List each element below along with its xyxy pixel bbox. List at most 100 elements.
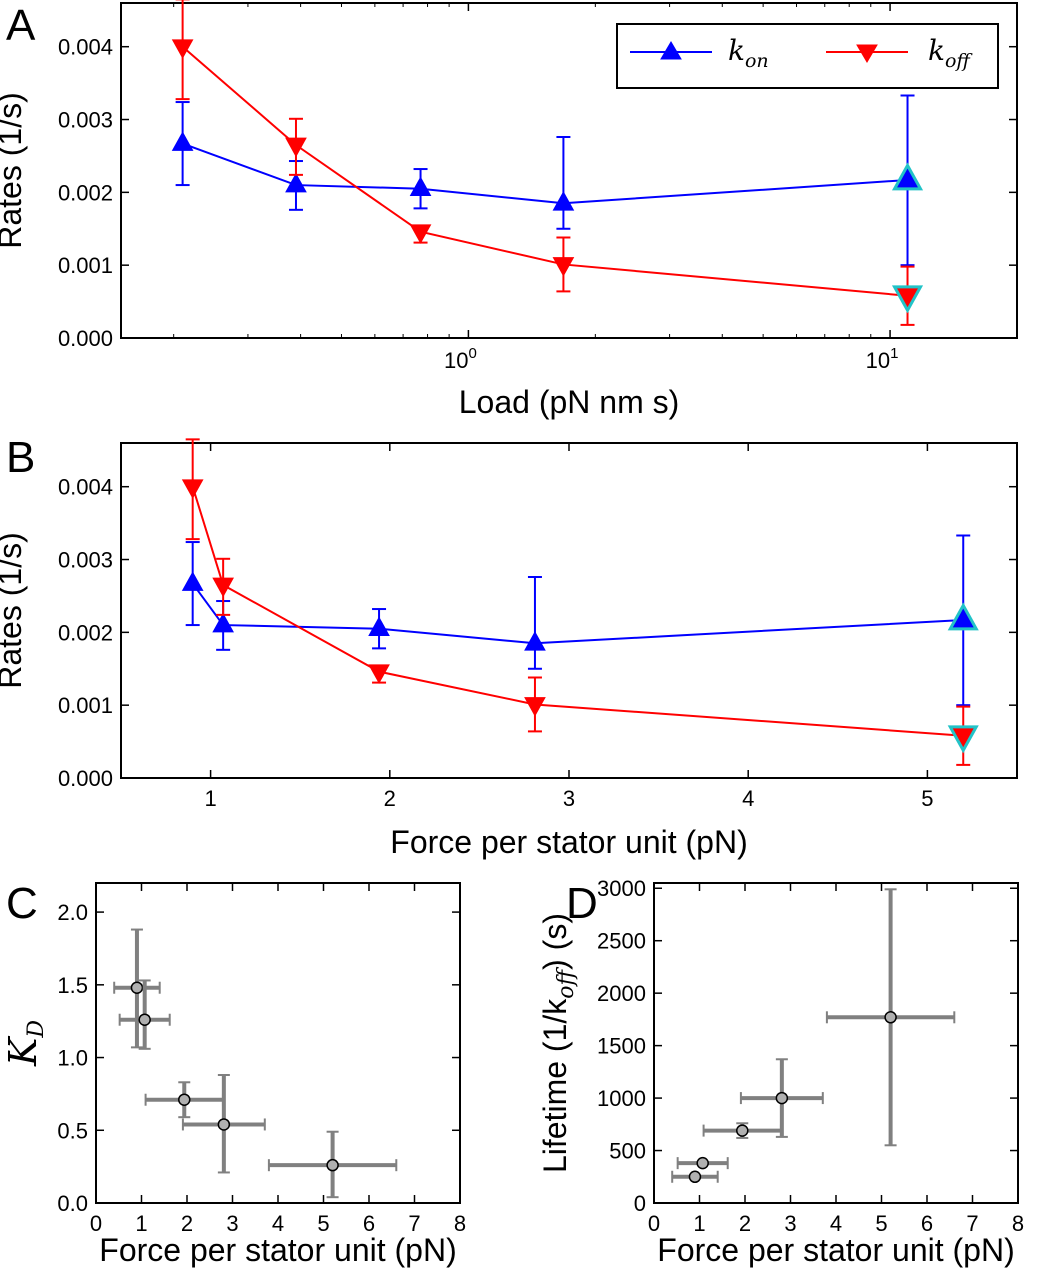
y-tick-label: 2000 — [597, 981, 646, 1006]
y-tick-label: 0.001 — [58, 253, 113, 278]
y-tick-label: 0.001 — [58, 693, 113, 718]
kon-point — [552, 191, 575, 211]
x-tick-label: 5 — [317, 1211, 329, 1236]
plot-frame — [95, 882, 461, 1204]
koff-point — [181, 479, 204, 499]
x-tick-label: 2 — [181, 1211, 193, 1236]
x-tick-label: 6 — [921, 1211, 933, 1236]
kon-point — [368, 616, 390, 637]
data-point — [696, 1156, 709, 1170]
x-tick-label: 0 — [648, 1211, 660, 1236]
kon-point — [524, 631, 546, 651]
y-tick-label: 1000 — [597, 1086, 646, 1111]
y-tick-label: 0.004 — [58, 475, 113, 500]
data-point — [217, 1118, 231, 1131]
x-tick-label: 1 — [204, 786, 216, 811]
x-tick-label: 3 — [226, 1211, 238, 1236]
kon-point — [181, 571, 204, 591]
y-tick-label: 3000 — [597, 876, 646, 901]
x-axis-label: Force per stator unit (pN) — [99, 1232, 456, 1268]
y-tick-label: 0.003 — [58, 548, 113, 573]
x-tick-label: 2 — [384, 786, 396, 811]
x-tick-label: 1 — [135, 1211, 147, 1236]
panel-label-b: B — [6, 433, 35, 482]
x-axis-label: Force per stator unit (pN) — [657, 1232, 1014, 1268]
y-tick-label: 0.004 — [58, 35, 113, 60]
x-tick-label: 7 — [966, 1211, 978, 1236]
x-tick-label: 5 — [875, 1211, 887, 1236]
koff-point — [552, 257, 575, 277]
x-tick-label: 8 — [1012, 1211, 1024, 1236]
kon-point — [947, 602, 979, 631]
x-tick-label: 3 — [563, 786, 575, 811]
y-axis-label: Rates (1/s) — [0, 532, 28, 688]
y-tick-label: 0.002 — [58, 180, 113, 205]
legend: kon koff — [616, 23, 999, 89]
y-tick-label: 1500 — [597, 1034, 646, 1059]
y-axis-label: KD — [1, 1020, 49, 1067]
x-axis-label: Force per stator unit (pN) — [390, 824, 747, 860]
koff-point — [409, 224, 432, 244]
koff-point — [212, 577, 234, 598]
kon-point — [285, 172, 307, 193]
plot-frame — [120, 2, 1018, 339]
y-tick-label: 0.002 — [58, 620, 113, 645]
plot-frame — [653, 882, 1019, 1204]
kon-series-line — [191, 582, 964, 645]
y-tick-label: 0.003 — [58, 108, 113, 133]
x-tick-label: 101 — [866, 345, 899, 373]
y-tick-label: 0.000 — [58, 766, 113, 791]
y-tick-label: 0.0 — [57, 1191, 88, 1216]
koff-point — [368, 664, 390, 684]
y-tick-label: 0 — [634, 1191, 646, 1216]
panel-label-a: A — [6, 1, 36, 50]
panel-label-c: C — [6, 879, 38, 928]
y-tick-label: 500 — [609, 1139, 646, 1164]
x-tick-label: 0 — [90, 1211, 102, 1236]
legend-koff-label: koff — [928, 34, 973, 72]
koff-point — [947, 725, 979, 754]
legend-kon-label: kon — [728, 34, 769, 72]
koff-series-line — [191, 486, 964, 737]
data-point — [884, 1011, 897, 1024]
kon-series-line — [182, 142, 908, 205]
y-tick-label: 0.000 — [58, 326, 113, 351]
x-axis-label: Load (pN nm s) — [459, 384, 680, 420]
x-tick-label: 100 — [444, 345, 477, 373]
x-tick-label: 8 — [454, 1211, 466, 1236]
panel-a-chart: 0.000 0.001 0.002 0.003 0.004 100 101 Load (pN … — [0, 0, 1018, 420]
y-tick-label: 1.0 — [57, 1046, 88, 1071]
x-tick-label: 1 — [693, 1211, 705, 1236]
data-point — [775, 1091, 789, 1105]
legend-kon-marker — [660, 41, 682, 60]
x-tick-label: 4 — [272, 1211, 284, 1236]
panel-label-d: D — [566, 879, 598, 928]
x-tick-label: 2 — [739, 1211, 751, 1236]
kon-point — [171, 131, 194, 151]
plot-frame — [120, 442, 1018, 779]
data-point — [130, 981, 144, 994]
kon-point — [891, 162, 924, 191]
data-point — [688, 1170, 702, 1184]
y-tick-label: 2.0 — [57, 900, 88, 925]
legend-koff-marker — [856, 44, 878, 63]
y-axis-label: Lifetime (1/koff) (s) — [537, 913, 579, 1173]
kon-point — [212, 612, 234, 633]
koff-point — [285, 137, 307, 158]
y-tick-label: 2500 — [597, 929, 646, 954]
x-tick-label: 3 — [784, 1211, 796, 1236]
y-tick-label: 0.5 — [57, 1118, 88, 1143]
x-tick-label: 4 — [830, 1211, 842, 1236]
legend-frame — [616, 23, 999, 89]
x-tick-label: 6 — [363, 1211, 375, 1236]
y-axis-label: Rates (1/s) — [0, 92, 28, 248]
panel-b-chart: 0.000 0.001 0.002 0.003 0.004 1 2 3 4 5 Force per … — [0, 438, 1018, 860]
data-point — [138, 1013, 151, 1026]
koff-point — [891, 285, 924, 314]
koff-point — [524, 697, 546, 717]
data-point — [178, 1093, 191, 1106]
koff-point — [171, 39, 194, 59]
data-point — [736, 1124, 749, 1137]
